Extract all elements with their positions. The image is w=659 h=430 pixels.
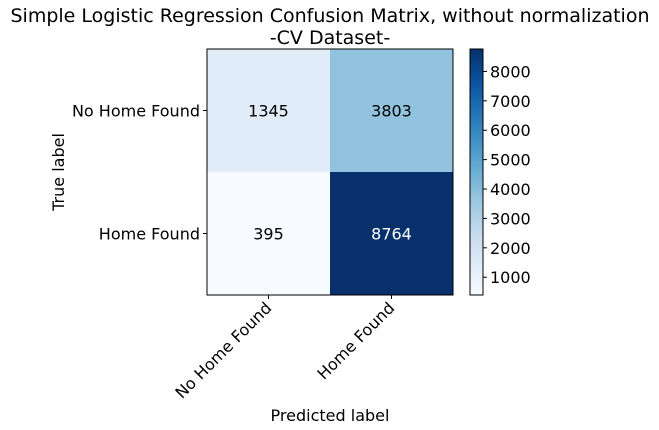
cell-value-label-r1-c0: 395: [253, 225, 284, 244]
matrix-cell-r0-c0: [207, 49, 330, 172]
matrix-cell-r0-c1: [330, 49, 453, 172]
colorbar-tick-label: 4000: [490, 180, 531, 199]
cell-value-label-r0-c1: 3803: [371, 102, 412, 121]
colorbar-tick-label: 5000: [490, 151, 531, 170]
colorbar-gradient: [469, 48, 484, 296]
x-tick-label: Home Found: [313, 298, 398, 383]
x-axis-label: Predicted label: [271, 406, 390, 425]
plot-frame: [206, 48, 454, 296]
colorbar-tick-label: 1000: [490, 268, 531, 287]
colorbar-tick-label: 7000: [490, 92, 531, 111]
matrix-plot-area: 1345 3803 395 8764 No Home Found Home Found No…: [72, 48, 454, 402]
x-tick-label: No Home Found: [171, 298, 275, 402]
colorbar-tick-label: 2000: [490, 239, 531, 258]
colorbar-tick-label: 8000: [490, 62, 531, 81]
colorbar-tick-label: 6000: [490, 121, 531, 140]
chart-title-line1: Simple Logistic Regression Confusion Mat…: [11, 5, 650, 27]
y-axis-label: True label: [49, 133, 68, 212]
y-tick-label: Home Found: [99, 225, 200, 244]
colorbar: 1000 2000 3000 4000 5000 6000 7000 8000: [469, 48, 531, 296]
y-tick-label: No Home Found: [72, 102, 200, 121]
cell-value-label-r0-c0: 1345: [248, 102, 289, 121]
matrix-cell-r1-c0: [207, 172, 330, 295]
chart-title-line2: -CV Dataset-: [270, 27, 390, 49]
matrix-cell-r1-c1: [330, 172, 453, 295]
cell-value-label-r1-c1: 8764: [371, 225, 412, 244]
colorbar-tick-label: 3000: [490, 209, 531, 228]
